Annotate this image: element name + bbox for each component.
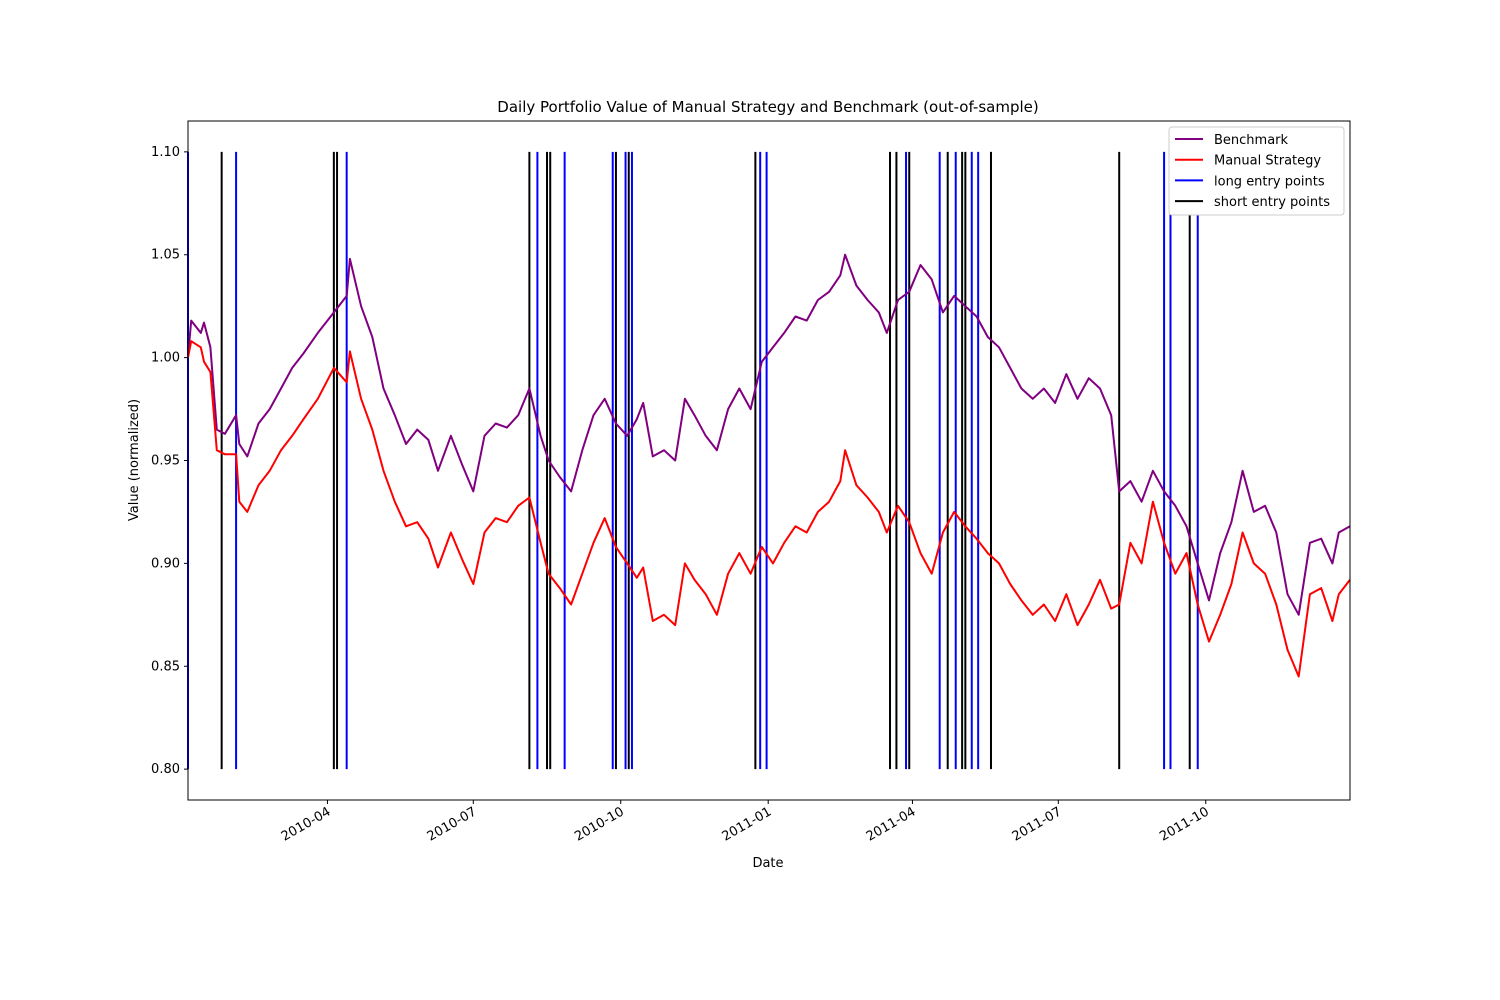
y-tick-label: 1.00: [151, 351, 180, 366]
y-tick-label: 0.80: [151, 762, 180, 777]
y-axis-label: Value (normalized): [127, 399, 142, 521]
legend-label: Manual Strategy: [1214, 154, 1321, 169]
legend: Benchmark Manual Strategy long entry point…: [1168, 126, 1345, 216]
y-tick-label: 0.95: [151, 454, 180, 469]
y-tick-label: 1.10: [151, 145, 180, 160]
series-line-benchmark: [187, 253, 1351, 616]
legend-box: [1168, 126, 1345, 216]
y-tick-label: 1.05: [151, 248, 180, 263]
legend-label: Benchmark: [1214, 133, 1289, 148]
chart-title: Daily Portfolio Value of Manual Strategy…: [497, 98, 1038, 116]
y-tick-label: 0.85: [151, 659, 180, 674]
x-axis-label: Date: [752, 856, 783, 871]
legend-label: long entry points: [1214, 174, 1325, 189]
series-line-manual-strategy: [187, 340, 1351, 678]
y-tick-label: 0.90: [151, 556, 180, 571]
legend-label: short entry points: [1214, 195, 1330, 210]
